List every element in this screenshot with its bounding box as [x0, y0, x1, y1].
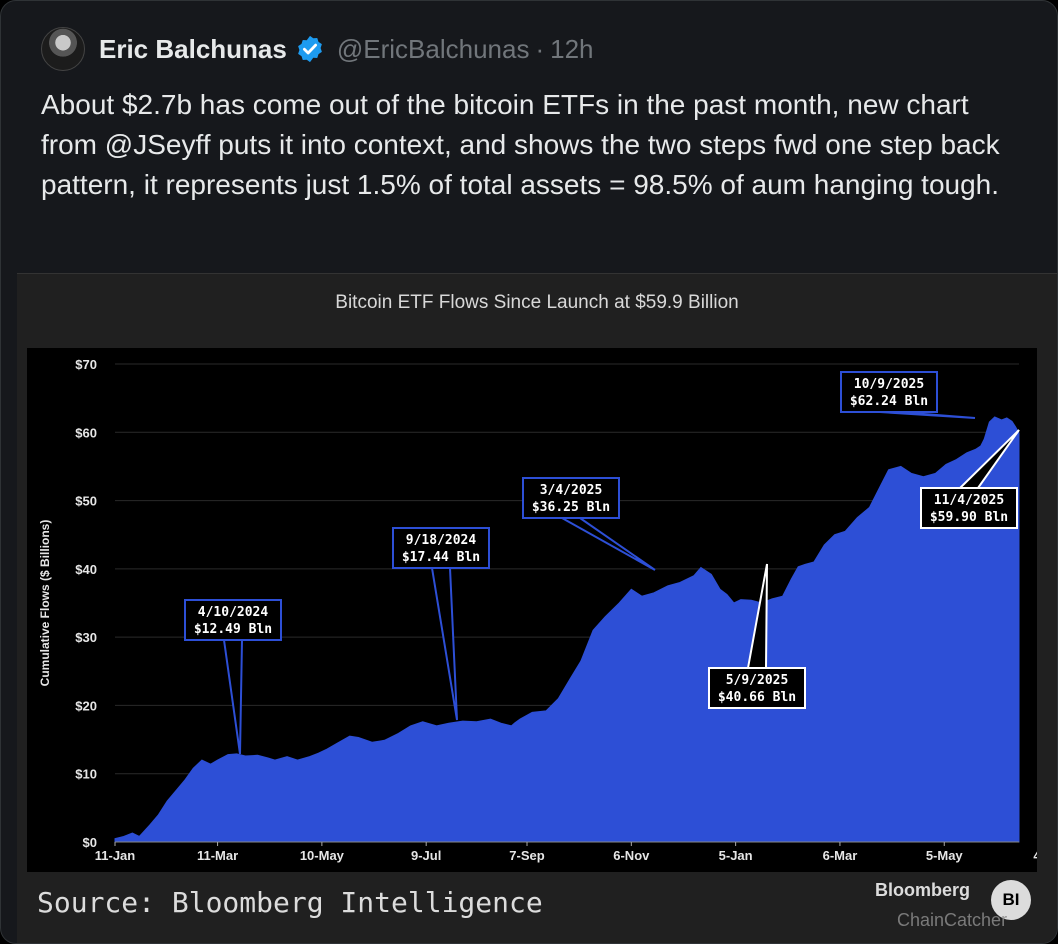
- x-tick-label: 11-Jan: [95, 848, 136, 863]
- bloomberg-brand: Bloomberg: [875, 880, 971, 900]
- annotation-box: [184, 599, 282, 641]
- x-tick-label: 9-Jul: [411, 848, 441, 863]
- x-tick-label: 4-Jul: [1033, 848, 1037, 863]
- annotation-date: 5/9/2025: [726, 673, 789, 688]
- chart-svg: $0 $10 $20 $30 $40 $50 $60 $70 Cumulative Flows …: [38, 357, 1037, 863]
- annotation-value: $59.90 Bln: [930, 510, 1008, 525]
- verified-badge-icon: [297, 35, 322, 63]
- chart-title: Bitcoin ETF Flows Since Launch at $59.9 …: [335, 292, 739, 313]
- author-name[interactable]: Eric Balchunas: [99, 33, 287, 64]
- annotation-date: 11/4/2025: [934, 493, 1004, 508]
- annotation-value: $40.66 Bln: [718, 690, 796, 705]
- tweet-media-chart[interactable]: Bitcoin ETF Flows Since Launch at $59.9 …: [17, 273, 1057, 943]
- bi-logo-icon: BI: [991, 880, 1031, 920]
- watermark: ChainCatcher: [897, 910, 1008, 930]
- annotation-pointer: [558, 517, 656, 571]
- annotation-value: $17.44 Bln: [402, 550, 480, 565]
- y-tick-label: $30: [75, 630, 97, 645]
- y-tick-label: $10: [75, 767, 97, 782]
- annotation-value: $36.25 Bln: [532, 500, 610, 515]
- annotation-date: 10/9/2025: [854, 377, 924, 392]
- annotation-pointer: [430, 567, 458, 721]
- annotation-value: $62.24 Bln: [850, 394, 928, 409]
- x-tick-label: 6-Mar: [823, 848, 858, 863]
- y-axis-label: Cumulative Flows ($ Billions): [38, 520, 52, 687]
- timestamp[interactable]: 12h: [550, 33, 594, 64]
- annotation-date: 3/4/2025: [540, 483, 603, 498]
- x-tick-label: 10-May: [300, 848, 345, 863]
- tweet-header: Eric Balchunas @EricBalchunas · 12h: [41, 27, 594, 71]
- avatar[interactable]: [41, 27, 85, 71]
- source-text: Source: Bloomberg Intelligence: [37, 886, 543, 919]
- y-tick-label: $70: [75, 357, 97, 372]
- annotation-box: [840, 371, 938, 413]
- x-tick-label: 5-May: [926, 848, 964, 863]
- x-tick-label: 6-Nov: [613, 848, 650, 863]
- annotation-box: [392, 527, 490, 569]
- annotation-pointer: [222, 639, 244, 755]
- y-tick-label: $60: [75, 425, 97, 440]
- x-tick-label: 7-Sep: [509, 848, 544, 863]
- author-handle[interactable]: @EricBalchunas: [336, 33, 530, 64]
- annotation-value: $12.49 Bln: [194, 622, 272, 637]
- annotation-box: [522, 477, 620, 519]
- annotation-date: 4/10/2024: [198, 605, 269, 620]
- y-tick-label: $40: [75, 562, 97, 577]
- annotation-box: [920, 487, 1018, 529]
- y-tick-label: $0: [83, 835, 97, 850]
- area-series: [114, 416, 1020, 843]
- x-tick-label: 11-Mar: [197, 848, 238, 863]
- y-tick-label: $20: [75, 698, 97, 713]
- annotation-date: 9/18/2024: [406, 533, 477, 548]
- x-tick-label: 5-Jan: [719, 848, 753, 863]
- separator-dot: ·: [535, 33, 545, 64]
- y-tick-label: $50: [75, 494, 97, 509]
- chart-panel: $0 $10 $20 $30 $40 $50 $60 $70 Cumulative Flows …: [27, 348, 1037, 872]
- annotation-box: [708, 667, 806, 709]
- tweet-text: About $2.7b has come out of the bitcoin …: [41, 89, 1000, 200]
